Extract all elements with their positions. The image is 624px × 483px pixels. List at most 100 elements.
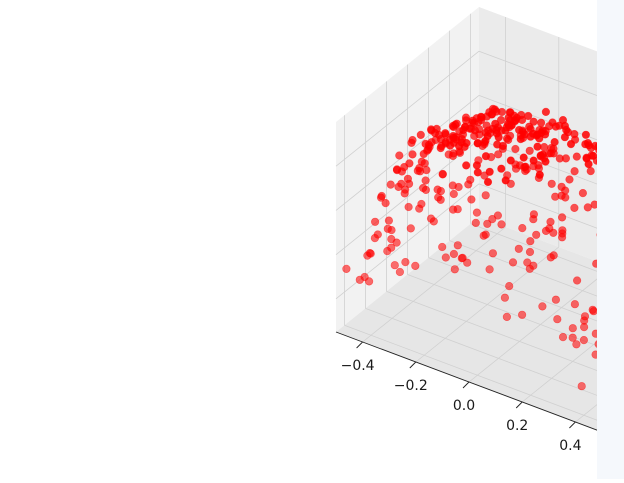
scatter-point (484, 220, 492, 228)
scatter-point (502, 177, 510, 185)
scatter-point (542, 227, 550, 235)
scatter-point (548, 180, 556, 188)
scatter-point (454, 242, 462, 250)
scatter-point (532, 231, 540, 239)
scatter-point (558, 183, 566, 191)
scatter-point (498, 221, 506, 229)
scatter-point (455, 142, 463, 150)
scatter-point (438, 243, 446, 251)
scatter-point (449, 182, 457, 190)
scatter-point (467, 125, 475, 133)
scatter-point (434, 194, 442, 202)
scatter-point (529, 130, 537, 138)
scatter-point (566, 176, 574, 184)
scatter-point (550, 145, 558, 153)
scatter-point (569, 334, 577, 342)
scatter-point (384, 225, 392, 233)
scatter-point (573, 277, 581, 285)
scatter-point (499, 142, 507, 150)
scatter-point (430, 218, 438, 226)
x-tick-mark (463, 382, 469, 388)
scatter-point (442, 254, 450, 262)
scatter-point (517, 135, 525, 143)
x-tick-mark (357, 342, 363, 348)
scatter-point (522, 163, 530, 171)
scatter-point (409, 151, 417, 159)
scatter-point (539, 151, 547, 159)
side-strip (597, 0, 624, 479)
scatter-point (580, 336, 588, 344)
scatter-point (571, 204, 579, 212)
scatter-point (343, 265, 351, 273)
scatter-point (474, 140, 482, 148)
x-tick-label: 0.0 (453, 398, 475, 414)
scatter-point (374, 231, 382, 239)
scatter-point (459, 254, 467, 262)
scatter-point (558, 214, 566, 222)
scatter-point (559, 333, 567, 341)
scatter-point (494, 212, 502, 220)
scatter-point (378, 192, 386, 200)
scatter-point (507, 157, 515, 165)
scatter-point (451, 266, 459, 274)
scatter-point (573, 153, 581, 161)
scatter-point (512, 116, 520, 124)
scatter-point (571, 167, 579, 175)
scatter-point (367, 250, 375, 258)
scatter-point (587, 167, 595, 175)
scatter-point (450, 190, 458, 198)
scatter-point (396, 152, 404, 160)
scatter-point (509, 259, 517, 267)
scatter-point (473, 162, 481, 170)
scatter-point (571, 300, 579, 308)
scatter-point (559, 227, 567, 235)
scatter-point (547, 218, 555, 226)
scatter-point (405, 203, 413, 211)
scatter-point (552, 123, 560, 131)
scatter-point (589, 306, 597, 314)
scatter-point (491, 120, 499, 128)
scatter-point (482, 192, 490, 200)
scatter-point (452, 121, 460, 129)
scatter-point (482, 231, 490, 239)
scatter-point (398, 180, 406, 188)
scatter-point (542, 108, 550, 116)
scatter-point (473, 209, 481, 217)
scatter-point (423, 166, 431, 174)
scatter-point (442, 129, 450, 137)
scatter-point (484, 132, 492, 140)
scatter-point (482, 152, 490, 160)
scatter-point (519, 224, 527, 232)
scatter-point (512, 145, 520, 153)
scatter-point (585, 160, 593, 168)
scatter-point (439, 170, 447, 178)
scatter-point (472, 219, 480, 227)
scatter-point (526, 248, 534, 256)
scatter-point (404, 175, 412, 183)
scatter-point (446, 142, 454, 150)
scatter-point (417, 131, 425, 139)
scatter-point (431, 129, 439, 137)
scatter-point (437, 144, 445, 152)
scatter-point (387, 181, 395, 189)
x-tick-mark (410, 362, 416, 368)
scatter-point (580, 317, 588, 325)
x-tick-mark (516, 402, 522, 408)
scatter-point (462, 162, 470, 170)
scatter-point (396, 268, 404, 276)
scatter-point (536, 171, 544, 179)
scatter-point (418, 158, 426, 166)
scatter-point (562, 155, 570, 163)
scatter-point (434, 186, 442, 194)
scatter-point (419, 184, 427, 192)
scatter-point (488, 111, 496, 119)
scatter-point (501, 294, 509, 302)
scatter-point (474, 169, 482, 177)
scatter-point (393, 239, 401, 247)
scatter-point (469, 117, 477, 125)
scatter-point (503, 313, 511, 321)
scatter-point (527, 237, 535, 245)
scatter-point (582, 140, 590, 148)
scatter-point (486, 168, 494, 176)
scatter-point (489, 250, 497, 258)
